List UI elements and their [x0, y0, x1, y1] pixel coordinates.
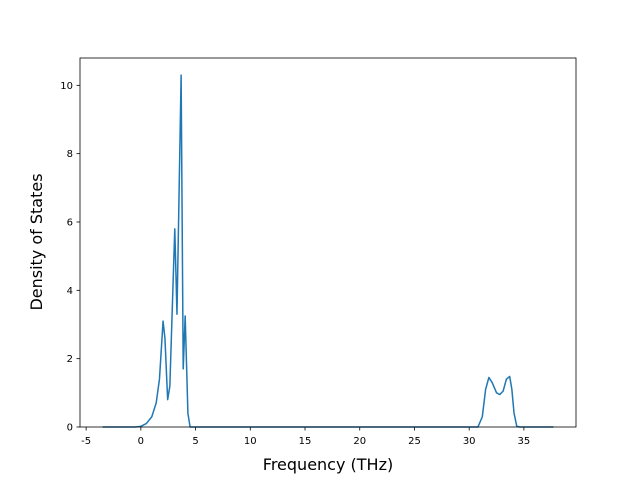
data-line: [102, 74, 554, 428]
x-tick-label: 25: [408, 436, 421, 447]
x-axis-label: Frequency (THz): [263, 455, 393, 474]
x-tick-label: 0: [138, 436, 144, 447]
x-tick-label: -5: [81, 436, 91, 447]
y-tick-label: 2: [67, 354, 73, 365]
plot-frame: [79, 57, 577, 428]
x-tick-label: 5: [192, 436, 198, 447]
x-tick-label: 20: [353, 436, 366, 447]
x-tick-label: 10: [244, 436, 257, 447]
y-tick-label: 10: [60, 81, 73, 92]
y-axis-label: Density of States: [27, 173, 46, 310]
y-tick-label: 6: [67, 218, 73, 229]
x-tick-label: 15: [299, 436, 312, 447]
x-tick-label: 30: [463, 436, 476, 447]
y-tick-label: 8: [67, 149, 73, 160]
y-tick-label: 4: [67, 286, 73, 297]
y-tick-label: 0: [67, 423, 73, 434]
x-tick-label: 35: [518, 436, 531, 447]
